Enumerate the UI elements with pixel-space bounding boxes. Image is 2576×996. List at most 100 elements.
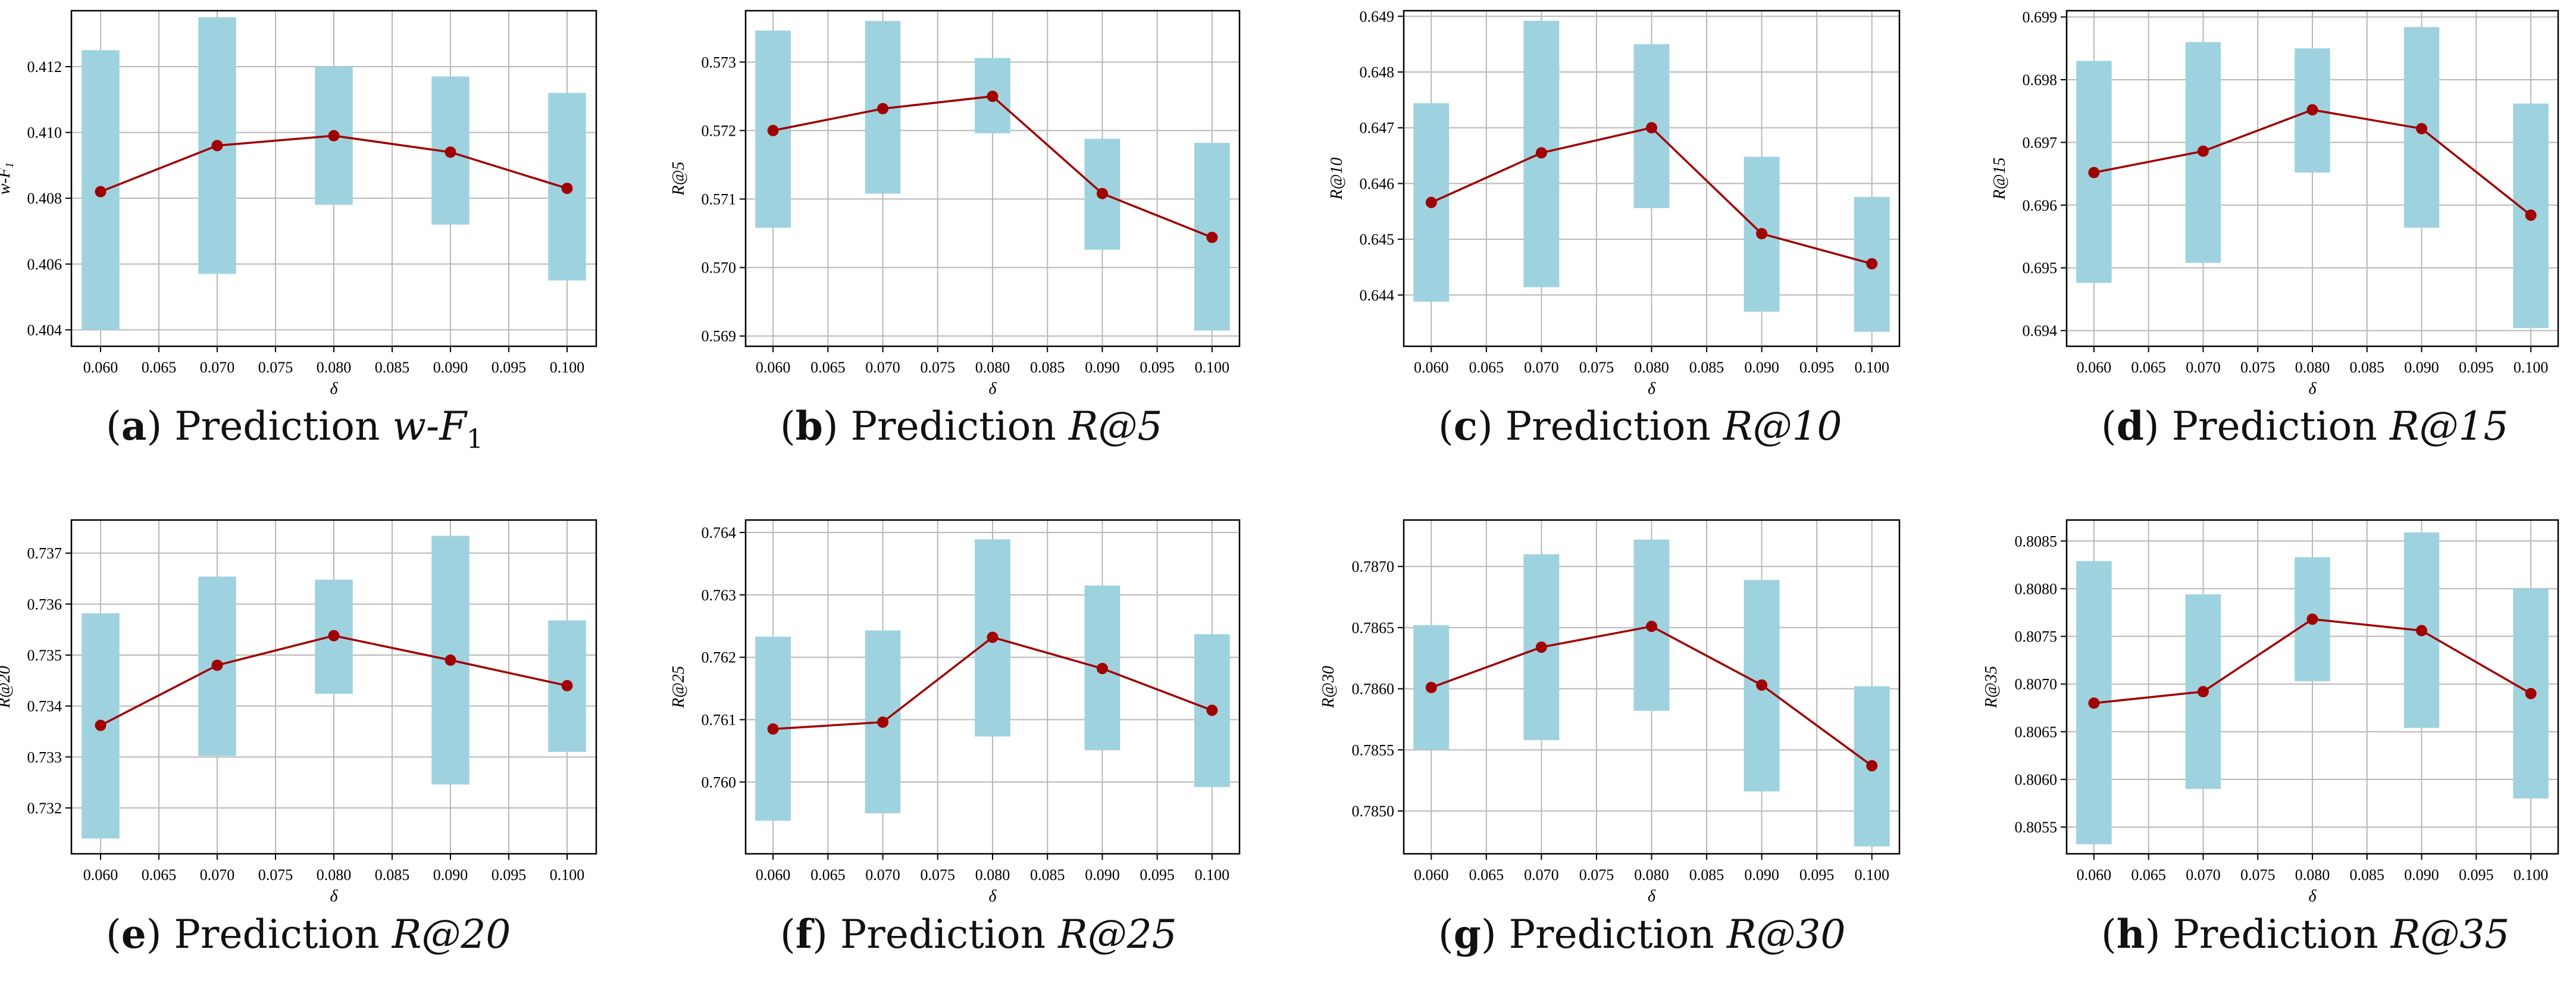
x-tick-label: 0.070	[1524, 359, 1559, 376]
x-tick-label: 0.070	[200, 359, 235, 376]
data-point	[2088, 697, 2100, 709]
caption-letter: d	[2116, 403, 2144, 449]
x-tick-label: 0.090	[1744, 866, 1779, 884]
x-tick-label: 0.100	[2514, 359, 2549, 376]
y-axis-label-text: R@5	[669, 162, 688, 196]
data-point	[561, 679, 573, 691]
x-tick-label: 0.095	[1799, 359, 1835, 376]
caption-text: Prediction	[174, 912, 380, 957]
data-point	[1535, 147, 1547, 159]
data-point	[328, 629, 340, 641]
caption-metric: R@5	[1068, 403, 1163, 449]
data-point	[1425, 682, 1437, 694]
y-axis-label-text: R@25	[669, 666, 688, 709]
data-point	[877, 716, 889, 728]
data-point	[2197, 686, 2209, 698]
x-tick-label: 0.100	[1854, 866, 1889, 884]
x-tick-label: 0.060	[83, 866, 118, 884]
y-tick-label: 0.7860	[1352, 681, 1395, 698]
caption-metric: R@15	[2389, 403, 2509, 449]
y-tick-label: 0.8060	[2015, 771, 2058, 788]
y-tick-label: 0.8065	[2015, 723, 2058, 741]
x-tick-label: 0.065	[1469, 866, 1504, 884]
caption-paren-close: )	[1481, 912, 1509, 957]
caption-metric: R@10	[1723, 403, 1842, 449]
caption-paren-open: (	[106, 912, 121, 957]
x-tick-label: 0.085	[1030, 359, 1065, 376]
y-axis-label-text: w-F	[0, 167, 14, 195]
x-tick-label: 0.065	[2131, 866, 2166, 884]
y-axis-label: R@25	[669, 666, 688, 709]
subfigure-caption-c: (c) Prediction R@10	[1438, 406, 1842, 446]
caption-metric: R@35	[2390, 912, 2510, 957]
subfigure-caption-f: (f) Prediction R@25	[780, 914, 1177, 954]
x-tick-label: 0.095	[492, 866, 527, 884]
x-tick-label: 0.085	[2350, 359, 2385, 376]
y-axis-label: w-F1	[0, 162, 16, 195]
x-axis-label: δ	[2308, 380, 2317, 398]
x-axis-label: δ	[330, 380, 338, 398]
x-tick-label: 0.085	[375, 866, 410, 884]
caption-metric: R@25	[1058, 912, 1177, 957]
y-tick-label: 0.8080	[2015, 580, 2058, 597]
x-tick-label: 0.065	[810, 359, 846, 376]
y-axis-label-text: R@15	[1990, 158, 2009, 201]
caption-letter: b	[795, 403, 823, 449]
x-tick-label: 0.095	[492, 359, 527, 376]
x-tick-label: 0.100	[1195, 359, 1230, 376]
caption-paren-open: (	[2101, 403, 2117, 449]
x-tick-label: 0.080	[2295, 866, 2330, 884]
y-axis-label: R@35	[1982, 666, 2001, 709]
x-tick-label: 0.070	[200, 866, 235, 884]
y-axis-label-text: R@20	[0, 666, 14, 709]
x-tick-label: 0.060	[756, 866, 791, 884]
data-point	[1425, 196, 1437, 208]
x-tick-label: 0.100	[550, 866, 585, 884]
caption-text: Prediction	[1508, 912, 1714, 957]
y-tick-label: 0.646	[1360, 175, 1395, 192]
caption-metric: R@20	[392, 912, 511, 957]
x-tick-label: 0.070	[1524, 866, 1559, 884]
x-tick-label: 0.070	[865, 866, 900, 884]
x-tick-label: 0.070	[865, 359, 900, 376]
chart-c: 0.060 0.065 0.070 0.075 0.080 0.085 0.090 0.095…	[1328, 8, 1901, 398]
y-tick-label: 0.699	[2023, 9, 2058, 26]
caption-paren-close: )	[2143, 403, 2172, 449]
data-point	[445, 654, 456, 666]
x-tick-label: 0.065	[2131, 359, 2166, 376]
x-tick-label: 0.070	[2186, 866, 2221, 884]
y-axis-label-text: R@35	[1982, 666, 2001, 709]
y-axis-label: R@10	[1328, 158, 1346, 201]
x-tick-label: 0.095	[1799, 866, 1835, 884]
caption-text: Prediction	[2173, 912, 2378, 957]
y-tick-label: 0.764	[702, 524, 737, 541]
y-tick-label: 0.694	[2023, 322, 2058, 340]
x-tick-label: 0.095	[1140, 359, 1175, 376]
y-tick-label: 0.8085	[2015, 533, 2058, 550]
x-tick-label: 0.060	[756, 359, 791, 376]
x-tick-label: 0.080	[1634, 866, 1669, 884]
chart-a: 0.060 0.065 0.070 0.075 0.080 0.085 0.090 0.095…	[0, 10, 597, 398]
y-tick-label: 0.761	[702, 712, 737, 729]
x-tick-label: 0.100	[2514, 866, 2549, 884]
x-tick-label: 0.080	[317, 359, 352, 376]
caption-letter: g	[1453, 911, 1481, 957]
y-tick-label: 0.569	[702, 328, 737, 345]
subfigure-caption-b: (b) Prediction R@5	[780, 406, 1163, 446]
caption-paren-close: )	[2145, 912, 2173, 957]
data-point	[1206, 231, 1218, 243]
x-tick-label: 0.065	[1469, 359, 1504, 376]
caption-paren-open: (	[1438, 912, 1454, 957]
chart-d: 0.060 0.065 0.070 0.075 0.080 0.085 0.090 0.095…	[1990, 9, 2559, 398]
y-axis-label: R@30	[1319, 666, 1338, 709]
x-axis-label: δ	[1648, 380, 1656, 398]
y-tick-label: 0.735	[27, 647, 62, 664]
y-tick-label: 0.7865	[1352, 619, 1395, 637]
caption-paren-close: )	[1477, 403, 1505, 449]
data-point	[445, 146, 456, 158]
y-tick-label: 0.644	[1360, 287, 1395, 304]
y-tick-label: 0.7850	[1352, 803, 1395, 820]
y-tick-label: 0.649	[1360, 8, 1395, 25]
data-point	[95, 719, 107, 731]
